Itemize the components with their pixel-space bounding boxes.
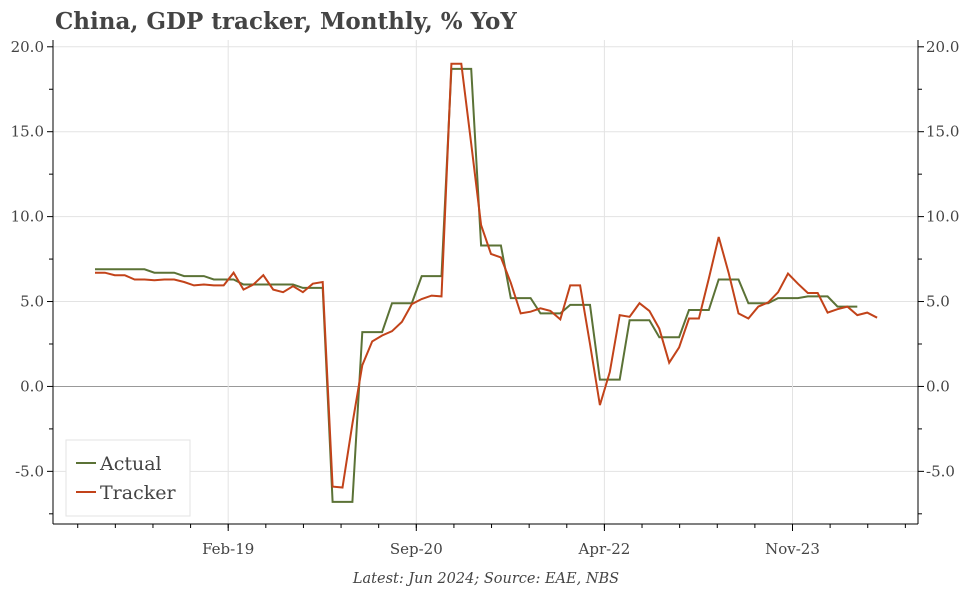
y-tick-label-right: 15.0	[926, 123, 959, 141]
x-tick-label: Apr-22	[578, 540, 631, 558]
y-tick-label-left: 10.0	[11, 208, 44, 226]
y-tick-label-right: 20.0	[926, 38, 959, 56]
y-tick-label-right: -5.0	[926, 462, 955, 480]
y-tick-label-right: 10.0	[926, 208, 959, 226]
y-tick-label-left: 0.0	[20, 377, 44, 395]
gridlines	[53, 40, 918, 524]
y-tick-label-left: 20.0	[11, 38, 44, 56]
x-tick-label: Nov-23	[765, 540, 820, 558]
legend: Actual Tracker	[65, 439, 191, 517]
legend-box	[65, 439, 191, 517]
x-tick-label: Feb-19	[202, 540, 254, 558]
x-tick-label: Sep-20	[390, 540, 443, 558]
y-tick-label-left: -5.0	[15, 462, 44, 480]
y-tick-label-left: 5.0	[20, 293, 44, 311]
y-tick-label-left: 15.0	[11, 123, 44, 141]
axes: 20.0 20.0 15.0 15.0 10.0 10.0 5.0 5.0 0.0 0.0 -5.0…	[11, 38, 960, 558]
chart-title: China, GDP tracker, Monthly, % YoY	[55, 8, 517, 35]
y-tick-label-right: 0.0	[926, 377, 950, 395]
legend-label-actual: Actual	[99, 453, 162, 475]
series-lines	[94, 62, 878, 503]
y-tick-label-right: 5.0	[926, 293, 950, 311]
source-note: Latest: Jun 2024; Source: EAE, NBS	[352, 571, 619, 587]
legend-label-tracker: Tracker	[100, 482, 176, 504]
series-line-tracker	[95, 62, 878, 489]
